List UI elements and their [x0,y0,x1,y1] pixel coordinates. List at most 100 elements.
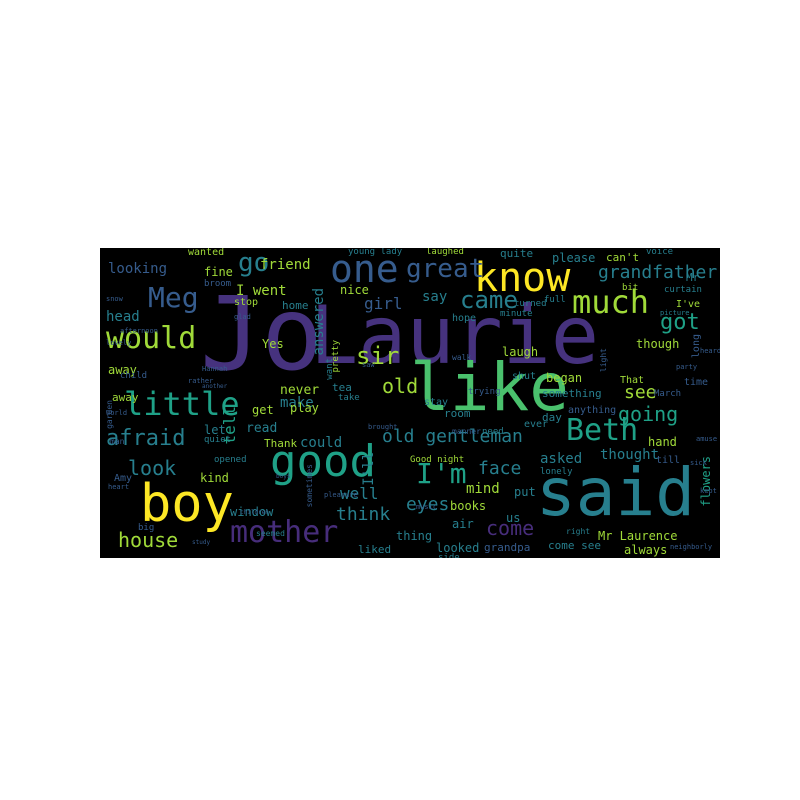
word-cloud-word: house [118,528,179,552]
word-cloud-word: Meg [148,281,199,314]
word-cloud-word: little [124,385,240,423]
word-cloud-word: stop [234,297,259,308]
word-cloud-word: shut [512,371,537,382]
word-cloud-word: us [506,511,521,525]
word-cloud-word: music [416,503,438,511]
word-cloud-word: turned [514,299,547,309]
word-cloud-word: side [438,553,460,559]
word-cloud-word: ever [524,419,549,430]
word-cloud-word: grandpa [484,541,531,554]
word-cloud-word: play [290,401,319,415]
word-cloud-word: walk [452,353,472,362]
word-cloud-word: go [238,248,270,278]
word-cloud-word: come [486,516,535,540]
word-cloud-word: boys [276,473,291,480]
word-cloud-word: air [452,517,474,531]
word-cloud-word: thing [396,529,433,543]
word-cloud-word: That [620,375,645,386]
word-cloud-word: neighborly [670,543,713,551]
word-cloud-word: Good night [410,455,465,465]
word-cloud-word: good [270,436,376,487]
word-cloud-word: laugh [502,345,539,359]
word-cloud-word: right [566,527,591,536]
word-cloud-word: pleasure [324,491,358,499]
word-cloud-word: saw [362,361,375,369]
word-cloud-word: brought [368,423,398,431]
word-cloud-word: laughed [426,248,464,257]
word-cloud-word: look [128,456,177,480]
word-cloud-word: Jo [200,275,323,394]
word-cloud-word: snow [106,295,123,303]
word-cloud-word: hope [452,313,477,324]
word-cloud-word: well [340,484,379,503]
word-cloud-word: friend [260,257,311,273]
word-cloud-word: mother [230,515,339,550]
word-cloud-word: liked [358,543,392,556]
word-cloud-word: boy [140,474,234,534]
word-cloud-word: world [106,409,128,417]
word-cloud-word: heard [700,347,720,355]
word-cloud-word: old gentleman [382,426,523,447]
word-cloud-word: came [460,286,518,314]
word-cloud-word: like [410,349,569,426]
word-cloud-word: kind [200,471,229,485]
word-cloud-word: grandfather [598,262,718,283]
word-cloud-word: books [450,499,487,513]
word-cloud-word: mind [466,481,500,497]
word-cloud-word: young lady [348,248,403,257]
word-cloud-word: opened [214,455,247,465]
word-cloud-word: something [542,387,602,400]
word-cloud-word: never [280,383,320,398]
word-cloud-word: though [636,337,680,351]
word-cloud-word: quiet [204,435,232,445]
word-cloud-word: day [542,411,562,424]
word-cloud-word: Hannah [202,365,228,373]
word-cloud-word: looking [108,261,168,277]
word-cloud-word: would [106,321,197,356]
word-cloud-word: home [282,299,309,312]
word-cloud-word: great [406,254,485,284]
word-cloud-word: please [552,251,596,265]
word-cloud-word: began [546,371,583,385]
word-cloud-word: picture [660,309,690,317]
word-cloud-word: seemed [256,529,285,538]
word-cloud-word: see [624,382,657,403]
word-cloud-word: children [240,509,269,516]
word-cloud-word: face [478,458,522,479]
word-cloud-word: girl [364,294,403,313]
word-cloud: Jo Laurie said like boy good know one much little… [100,248,720,558]
word-cloud-word: away [112,391,139,404]
word-cloud-word: stay [424,397,449,408]
word-cloud-word: sir [356,342,400,370]
word-cloud-word: lonely [540,467,573,477]
word-cloud-word: rather [188,377,214,385]
word-cloud-word: hand [648,435,677,449]
word-cloud-word: eyes [406,494,450,515]
word-cloud-word: till [656,455,681,466]
word-cloud-word: heart [108,483,130,491]
word-cloud-word: read [246,421,278,436]
word-cloud-word: let [204,423,226,437]
word-cloud-word: Thank [264,437,298,450]
word-cloud-word: minute [500,309,533,319]
word-cloud-word: Laurie [310,289,599,382]
word-cloud-word: curtain [664,285,702,295]
word-cloud-word: afternoon [120,327,158,335]
word-cloud-word: child [120,371,148,381]
word-cloud-word: think [336,504,391,525]
word-cloud-word: need [482,427,504,437]
word-cloud-word: manner [452,427,481,436]
word-cloud-word: quite [500,248,534,260]
word-cloud-word: another [202,383,228,390]
word-cloud-word: sometimes [305,464,314,508]
word-cloud-word: going [618,402,679,426]
word-cloud-word: know [474,255,571,301]
word-cloud-word: I'll [361,452,377,486]
word-cloud-word: answered [311,288,327,356]
word-cloud-word: want [325,358,335,380]
word-cloud-word: can't [606,251,640,264]
word-cloud-word: sick [690,459,707,467]
word-cloud-word: full [544,295,566,305]
word-cloud-word: head [106,309,140,325]
word-cloud-word: big [138,523,155,533]
